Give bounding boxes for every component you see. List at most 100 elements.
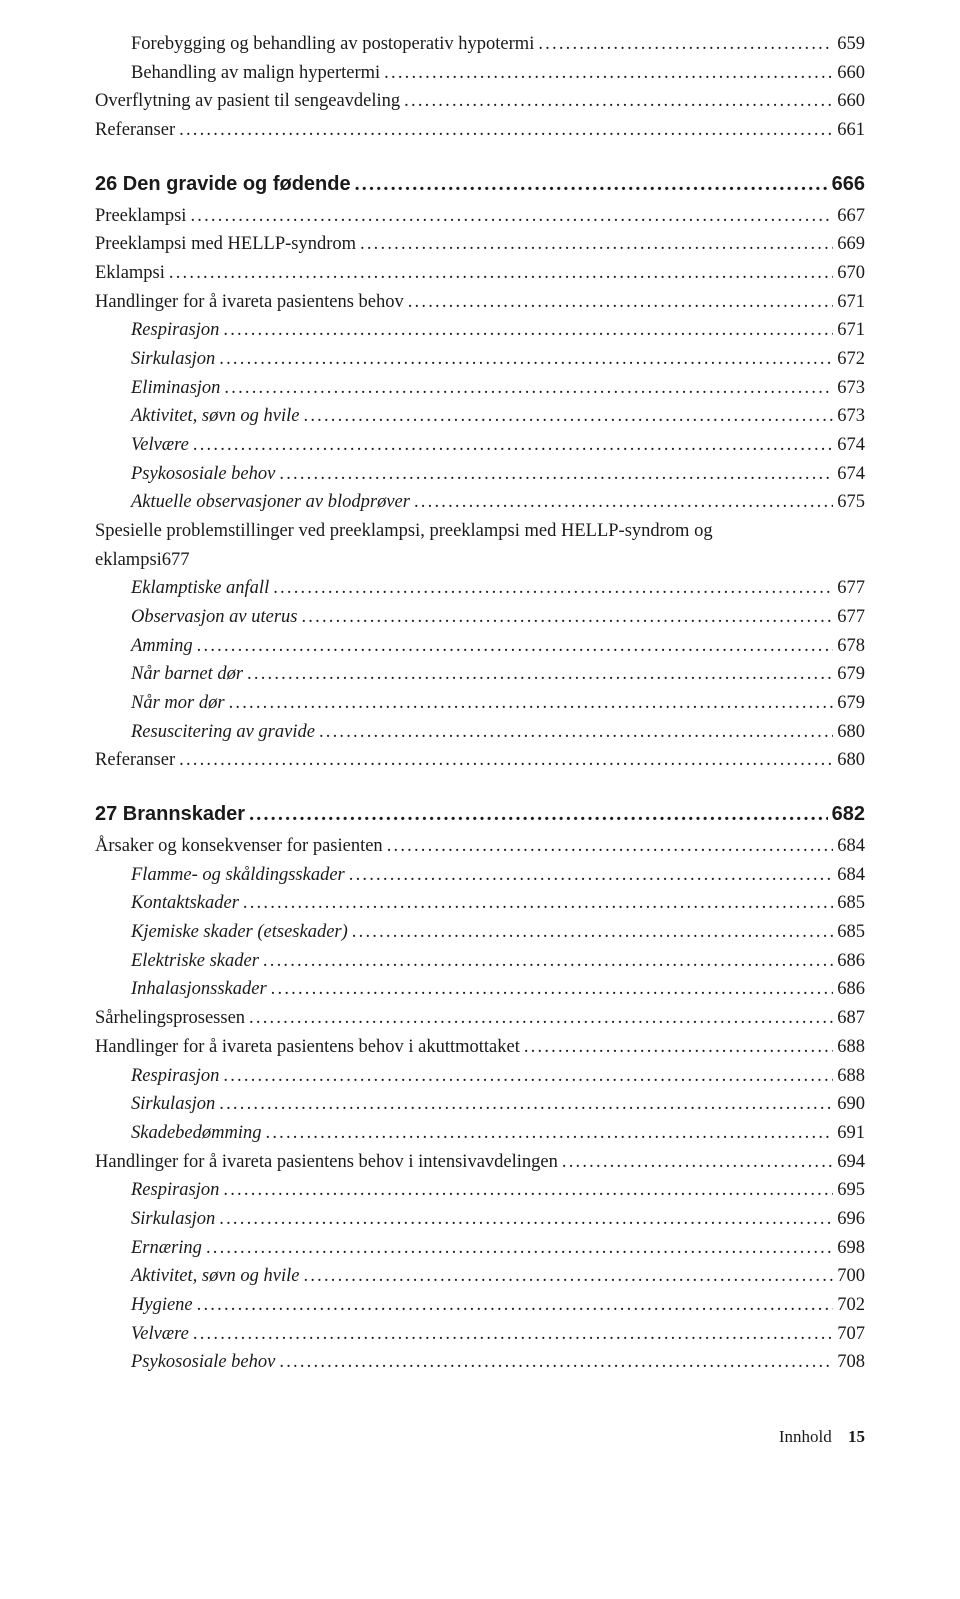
toc-leader-dots [387,832,834,861]
toc-entry-label: Ernæring [131,1234,202,1263]
toc-leader-dots [562,1148,833,1177]
toc-entry-page: 684 [837,832,865,861]
toc-entry-label: Kontaktskader [131,889,239,918]
toc-leader-dots [169,259,833,288]
toc-entry-page: 673 [837,374,865,403]
toc-entry-page: 680 [837,746,865,775]
toc-leader-dots [247,660,833,689]
toc-entry: Når mor dør679 [95,689,865,718]
toc-entry-page: 686 [837,947,865,976]
toc-entry-label: Respirasjon [131,1062,219,1091]
toc-entry-label: Eliminasjon [131,374,220,403]
toc-entry-label: Overflytning av pasient til sengeavdelin… [95,87,400,116]
toc-entry-label: Velvære [131,431,189,460]
toc-leader-dots [273,574,833,603]
toc-entry-label: Respirasjon [131,1176,219,1205]
toc-entry: Eliminasjon 673 [95,374,865,403]
toc-entry-label: Preeklampsi [95,202,186,231]
toc-entry-page: 673 [837,402,865,431]
toc-leader-dots [352,918,833,947]
toc-entry: Skadebedømming691 [95,1119,865,1148]
toc-entry: Forebygging og behandling av postoperati… [95,30,865,59]
toc-entry-page: 708 [837,1348,865,1377]
toc-entry-label: Årsaker og konsekvenser for pasienten [95,832,383,861]
toc-entry-label: Handlinger for å ivareta pasientens beho… [95,1033,520,1062]
toc-entry-page: 695 [837,1176,865,1205]
toc-leader-dots [197,632,834,661]
toc-leader-dots [349,861,834,890]
toc-entry-label: Amming [131,632,193,661]
toc-entry: Preeklampsi med HELLP-syndrom669 [95,230,865,259]
toc-leader-dots [271,975,834,1004]
toc-entry: Årsaker og konsekvenser for pasienten 684 [95,832,865,861]
toc-leader-dots [408,288,834,317]
toc-leader-dots [224,374,833,403]
toc-leader-dots [223,1062,833,1091]
toc-entry-label: eklampsi [95,546,162,575]
toc-entry-label: Aktivitet, søvn og hvile [131,402,300,431]
toc-entry-page: 690 [837,1090,865,1119]
toc-entry-page: 700 [837,1262,865,1291]
toc-entry-label: 26 Den gravide og fødende [95,169,351,200]
toc-entry-page: 679 [837,660,865,689]
toc-entry: Sirkulasjon696 [95,1205,865,1234]
toc-entry: Kontaktskader685 [95,889,865,918]
toc-entry-page: 677 [837,603,865,632]
toc-entry-label: Behandling av malign hypertermi [131,59,380,88]
toc-entry-page: 698 [837,1234,865,1263]
toc-entry: Spesielle problemstillinger ved preeklam… [95,517,865,574]
toc-entry: Psykososiale behov674 [95,460,865,489]
toc-entry: Velvære707 [95,1320,865,1349]
toc-entry: Sirkulasjon672 [95,345,865,374]
toc-entry: Referanser680 [95,746,865,775]
toc-entry-page: 684 [837,861,865,890]
table-of-contents: Forebygging og behandling av postoperati… [95,30,865,1377]
toc-entry-page: 674 [837,431,865,460]
toc-entry: Handlinger for å ivareta pasientens beho… [95,1148,865,1177]
toc-leader-dots [243,889,833,918]
toc-entry-label: Når mor dør [131,689,225,718]
toc-entry-label: Aktuelle observasjoner av blodprøver [131,488,410,517]
toc-entry: Eklamptiske anfall 677 [95,574,865,603]
toc-leader-dots [404,87,833,116]
toc-entry-page: 682 [832,799,865,830]
toc-entry-page: 667 [837,202,865,231]
toc-entry-label: Flamme- og skåldingsskader [131,861,345,890]
toc-entry-page: 696 [837,1205,865,1234]
toc-leader-dots [263,947,833,976]
footer-page-number: 15 [848,1427,865,1446]
toc-entry: Resuscitering av gravide680 [95,718,865,747]
toc-entry-page: 677 [837,574,865,603]
toc-entry-label: Respirasjon [131,316,219,345]
toc-leader-dots [384,59,833,88]
toc-leader-dots [355,169,828,200]
toc-leader-dots [538,30,833,59]
toc-entry: Overflytning av pasient til sengeavdelin… [95,87,865,116]
toc-entry-label: Når barnet dør [131,660,243,689]
toc-entry-label: Skadebedømming [131,1119,262,1148]
toc-leader-dots [414,488,833,517]
toc-entry: Velvære 674 [95,431,865,460]
toc-entry: Inhalasjonsskader686 [95,975,865,1004]
toc-entry: Flamme- og skåldingsskader 684 [95,861,865,890]
toc-entry-label: 27 Brannskader [95,799,245,830]
toc-entry-label: Observasjon av uterus [131,603,297,632]
toc-entry: Amming 678 [95,632,865,661]
toc-entry-label: Eklamptiske anfall [131,574,269,603]
toc-entry-page: 670 [837,259,865,288]
toc-entry: Referanser661 [95,116,865,145]
toc-leader-dots [249,799,828,830]
toc-leader-dots [524,1033,833,1062]
toc-entry-page: 678 [837,632,865,661]
toc-entry-page: 671 [837,288,865,317]
toc-leader-dots [223,1176,833,1205]
toc-entry-label: Handlinger for å ivareta pasientens beho… [95,1148,558,1177]
toc-leader-dots [279,460,833,489]
toc-entry: Sirkulasjon690 [95,1090,865,1119]
toc-entry: Når barnet dør 679 [95,660,865,689]
toc-entry: Elektriske skader686 [95,947,865,976]
toc-entry-page: 680 [837,718,865,747]
toc-leader-dots [360,230,833,259]
toc-entry-page: 687 [837,1004,865,1033]
toc-entry-page: 666 [832,169,865,200]
